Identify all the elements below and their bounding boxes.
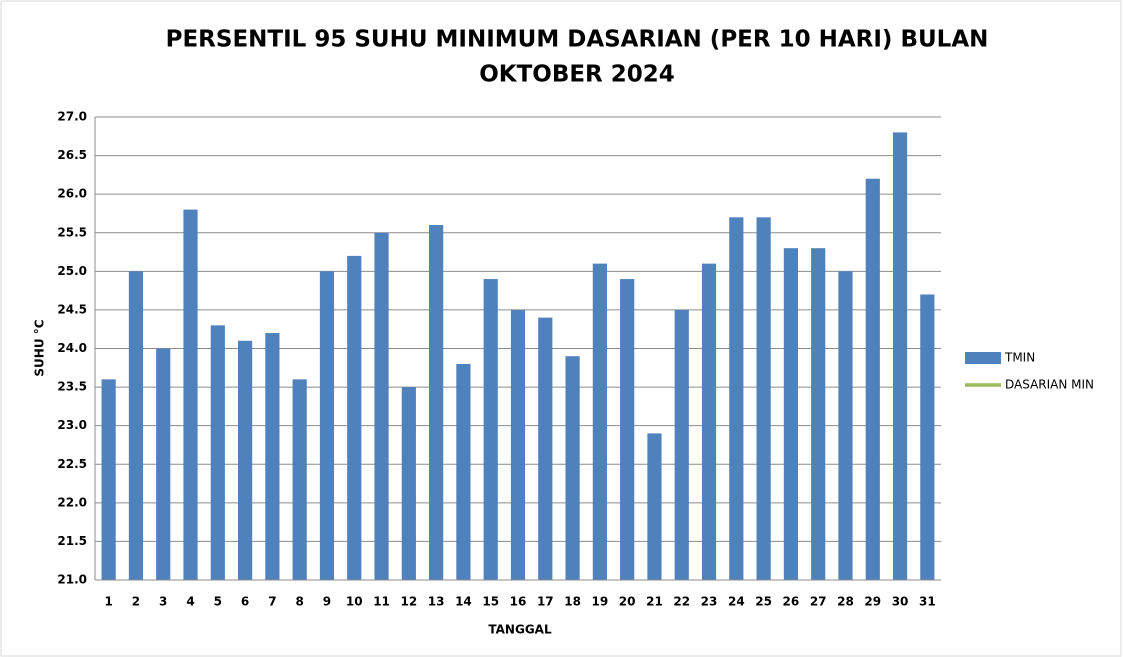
x-tick-label: 12 bbox=[400, 595, 417, 609]
x-tick-label: 7 bbox=[268, 595, 276, 609]
bar bbox=[265, 333, 280, 580]
x-tick-label: 19 bbox=[592, 595, 609, 609]
x-tick-label: 5 bbox=[214, 595, 222, 609]
x-tick-label: 30 bbox=[892, 595, 909, 609]
bar bbox=[674, 309, 689, 580]
bar bbox=[510, 309, 526, 580]
x-tick-label: 9 bbox=[323, 595, 331, 609]
bar bbox=[565, 356, 580, 580]
x-tick-label: 26 bbox=[783, 595, 800, 609]
y-tick-label: 26.0 bbox=[57, 187, 87, 201]
x-tick-label: 29 bbox=[864, 595, 881, 609]
x-tick-label: 13 bbox=[428, 595, 445, 609]
y-tick-label: 23.0 bbox=[57, 418, 87, 432]
x-tick-label: 6 bbox=[241, 595, 249, 609]
legend-label: TMIN bbox=[1004, 351, 1035, 365]
y-tick-label: 24.0 bbox=[57, 341, 87, 355]
bar bbox=[538, 317, 553, 580]
y-tick-label: 21.0 bbox=[57, 573, 87, 587]
y-tick-label: 25.5 bbox=[57, 225, 87, 239]
x-tick-label: 8 bbox=[295, 595, 303, 609]
x-tick-label: 10 bbox=[346, 595, 363, 609]
bar bbox=[920, 294, 935, 580]
x-tick-label: 22 bbox=[673, 595, 690, 609]
x-tick-label: 31 bbox=[919, 595, 936, 609]
bar bbox=[756, 217, 771, 581]
legend-swatch bbox=[965, 352, 1001, 364]
bar bbox=[374, 232, 389, 580]
y-tick-label: 23.5 bbox=[57, 380, 87, 394]
bar bbox=[483, 279, 498, 580]
x-tick-label: 14 bbox=[455, 595, 472, 609]
bar bbox=[319, 271, 335, 580]
chart-title: OKTOBER 2024 bbox=[479, 62, 675, 88]
bar bbox=[729, 217, 744, 581]
x-axis-title: TANGGAL bbox=[488, 623, 552, 637]
x-tick-label: 16 bbox=[510, 595, 527, 609]
x-tick-label: 1 bbox=[104, 595, 112, 609]
bar bbox=[811, 248, 826, 580]
bar bbox=[429, 225, 444, 581]
y-tick-label: 22.0 bbox=[57, 495, 87, 509]
bar bbox=[156, 348, 171, 580]
bar bbox=[838, 271, 853, 580]
x-tick-label: 20 bbox=[619, 595, 636, 609]
bar bbox=[347, 255, 362, 580]
bar bbox=[647, 433, 662, 580]
x-tick-label: 25 bbox=[755, 595, 772, 609]
bar bbox=[892, 132, 908, 580]
x-tick-label: 3 bbox=[159, 595, 167, 609]
x-tick-label: 24 bbox=[728, 595, 745, 609]
bar bbox=[701, 263, 717, 580]
bar bbox=[183, 209, 198, 580]
x-tick-label: 17 bbox=[537, 595, 554, 609]
x-tick-label: 4 bbox=[186, 595, 194, 609]
legend-label: DASARIAN MIN bbox=[1005, 378, 1094, 392]
x-tick-label: 21 bbox=[646, 595, 663, 609]
bar bbox=[865, 178, 880, 580]
chart-title: PERSENTIL 95 SUHU MINIMUM DASARIAN (PER … bbox=[166, 27, 989, 53]
bar bbox=[210, 325, 225, 580]
bar bbox=[783, 248, 798, 580]
x-tick-label: 15 bbox=[482, 595, 499, 609]
bar bbox=[401, 387, 416, 580]
bar bbox=[456, 363, 471, 580]
x-tick-label: 27 bbox=[810, 595, 827, 609]
y-tick-label: 25.0 bbox=[57, 264, 87, 278]
y-tick-label: 27.0 bbox=[57, 110, 87, 124]
bar bbox=[620, 279, 635, 580]
y-tick-label: 21.5 bbox=[57, 534, 87, 548]
y-tick-label: 22.5 bbox=[57, 457, 87, 471]
x-tick-label: 11 bbox=[373, 595, 390, 609]
bar bbox=[292, 379, 307, 580]
y-tick-label: 26.5 bbox=[57, 148, 87, 162]
y-tick-label: 24.5 bbox=[57, 302, 87, 316]
y-axis-title: SUHU °C bbox=[33, 319, 47, 376]
x-tick-label: 18 bbox=[564, 595, 581, 609]
x-tick-label: 23 bbox=[701, 595, 718, 609]
x-tick-label: 2 bbox=[132, 595, 140, 609]
x-tick-label: 28 bbox=[837, 595, 854, 609]
bar bbox=[592, 263, 607, 580]
bar bbox=[101, 379, 116, 580]
bar bbox=[128, 271, 144, 580]
bar bbox=[238, 340, 253, 580]
